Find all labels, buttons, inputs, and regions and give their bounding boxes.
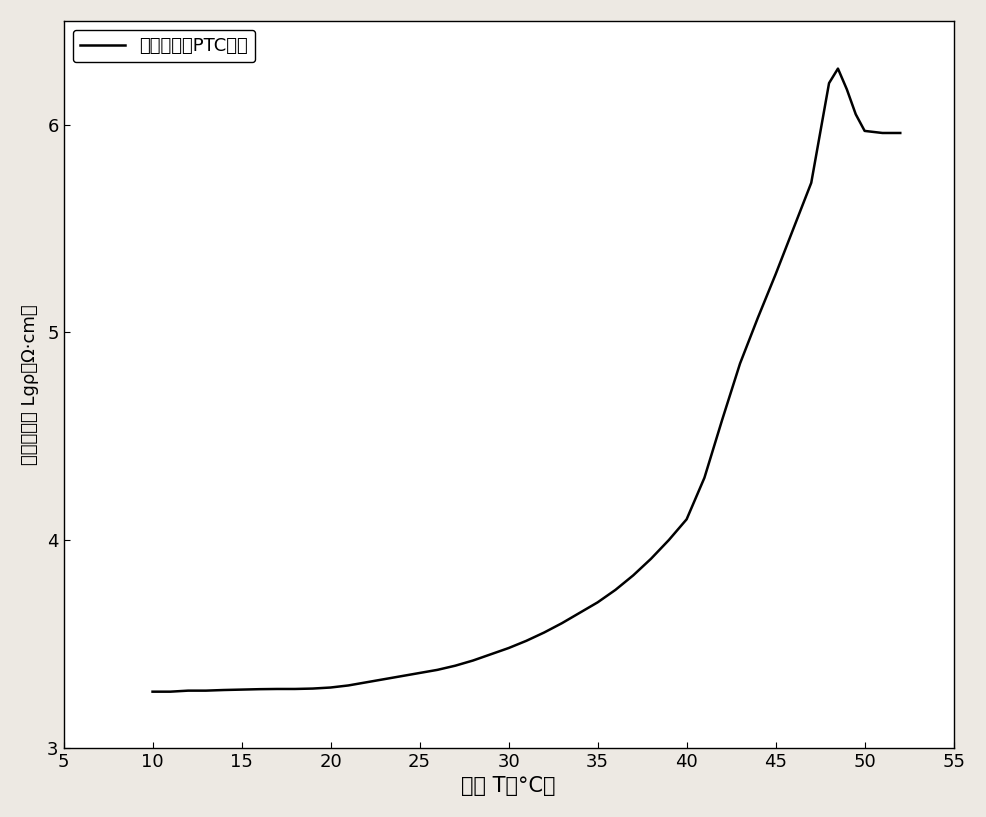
石蜡基柔性PTC材料 (850, 109, 862, 119)
石蜡基柔性PTC材料 (485, 650, 497, 659)
石蜡基柔性PTC材料 (414, 668, 426, 678)
石蜡基柔性PTC材料 (503, 643, 515, 653)
石蜡基柔性PTC材料 (592, 597, 603, 607)
石蜡基柔性PTC材料 (324, 683, 336, 693)
石蜡基柔性PTC材料 (271, 684, 283, 694)
石蜡基柔性PTC材料 (289, 684, 301, 694)
石蜡基柔性PTC材料 (823, 78, 835, 88)
石蜡基柔性PTC材料 (360, 677, 372, 687)
石蜡基柔性PTC材料 (832, 64, 844, 74)
Legend: 石蜡基柔性PTC材料: 石蜡基柔性PTC材料 (73, 30, 255, 62)
石蜡基柔性PTC材料 (236, 685, 247, 694)
石蜡基柔性PTC材料 (467, 655, 479, 665)
石蜡基柔性PTC材料 (342, 681, 354, 690)
石蜡基柔性PTC材料 (806, 178, 817, 188)
石蜡基柔性PTC材料 (450, 661, 461, 671)
石蜡基柔性PTC材料 (556, 618, 568, 628)
石蜡基柔性PTC材料 (218, 685, 230, 695)
Y-axis label: 对数电阵率 Lgρ（Ω·cm）: 对数电阵率 Lgρ（Ω·cm） (21, 304, 38, 465)
Line: 石蜡基柔性PTC材料: 石蜡基柔性PTC材料 (153, 69, 900, 692)
石蜡基柔性PTC材料 (663, 535, 674, 545)
石蜡基柔性PTC材料 (859, 126, 871, 136)
石蜡基柔性PTC材料 (165, 687, 176, 697)
石蜡基柔性PTC材料 (770, 270, 782, 279)
石蜡基柔性PTC材料 (735, 359, 746, 368)
石蜡基柔性PTC材料 (841, 84, 853, 94)
石蜡基柔性PTC材料 (609, 585, 621, 595)
石蜡基柔性PTC材料 (645, 554, 657, 564)
石蜡基柔性PTC材料 (521, 636, 532, 645)
石蜡基柔性PTC材料 (752, 313, 764, 323)
石蜡基柔性PTC材料 (378, 674, 389, 684)
石蜡基柔性PTC材料 (716, 415, 728, 425)
石蜡基柔性PTC材料 (395, 672, 407, 681)
石蜡基柔性PTC材料 (877, 128, 888, 138)
石蜡基柔性PTC材料 (200, 685, 212, 695)
石蜡基柔性PTC材料 (147, 687, 159, 697)
X-axis label: 温度 T（°C）: 温度 T（°C） (461, 776, 556, 797)
石蜡基柔性PTC材料 (574, 608, 586, 618)
石蜡基柔性PTC材料 (182, 685, 194, 695)
石蜡基柔性PTC材料 (432, 665, 444, 675)
石蜡基柔性PTC材料 (680, 515, 692, 525)
石蜡基柔性PTC材料 (894, 128, 906, 138)
石蜡基柔性PTC材料 (538, 627, 550, 637)
石蜡基柔性PTC材料 (788, 224, 800, 234)
石蜡基柔性PTC材料 (698, 473, 710, 483)
石蜡基柔性PTC材料 (307, 684, 318, 694)
石蜡基柔性PTC材料 (253, 685, 265, 694)
石蜡基柔性PTC材料 (627, 570, 639, 580)
